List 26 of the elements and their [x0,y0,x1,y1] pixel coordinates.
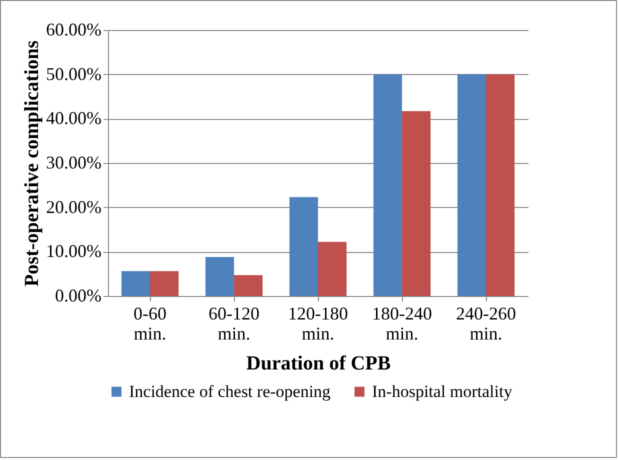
bar [150,271,179,296]
bar [318,242,347,296]
bar [373,74,402,296]
x-tick-label: 240-260 min. [456,304,516,344]
legend-label: In-hospital mortality [372,382,513,401]
bar [121,271,150,296]
y-tick-label: 0.00% [55,286,102,306]
bar [486,74,515,296]
y-tick-label: 50.00% [46,64,102,84]
y-tick-label: 30.00% [46,152,102,172]
x-tick-label: 0-60 min. [134,304,166,344]
bar [289,197,318,296]
y-tick-label: 40.00% [46,108,102,128]
x-tick-label: 120-180 min. [288,304,348,344]
x-tick-label: 180-240 min. [372,304,432,344]
y-tick-label: 60.00% [46,20,102,40]
y-tick-label: 20.00% [46,196,102,217]
bar [205,256,234,296]
bar [234,275,263,296]
bar [457,74,486,296]
y-tick-label: 10.00% [46,241,102,262]
y-axis-title: Post-operative complications [21,40,44,287]
bar [402,111,431,296]
x-tick-label: 60-120 min. [208,304,260,344]
legend-label: Incidence of chest re-opening [129,382,332,401]
x-axis-title: Duration of CPB [246,352,391,374]
